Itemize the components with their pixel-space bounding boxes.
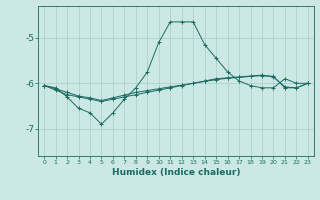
X-axis label: Humidex (Indice chaleur): Humidex (Indice chaleur) xyxy=(112,168,240,177)
